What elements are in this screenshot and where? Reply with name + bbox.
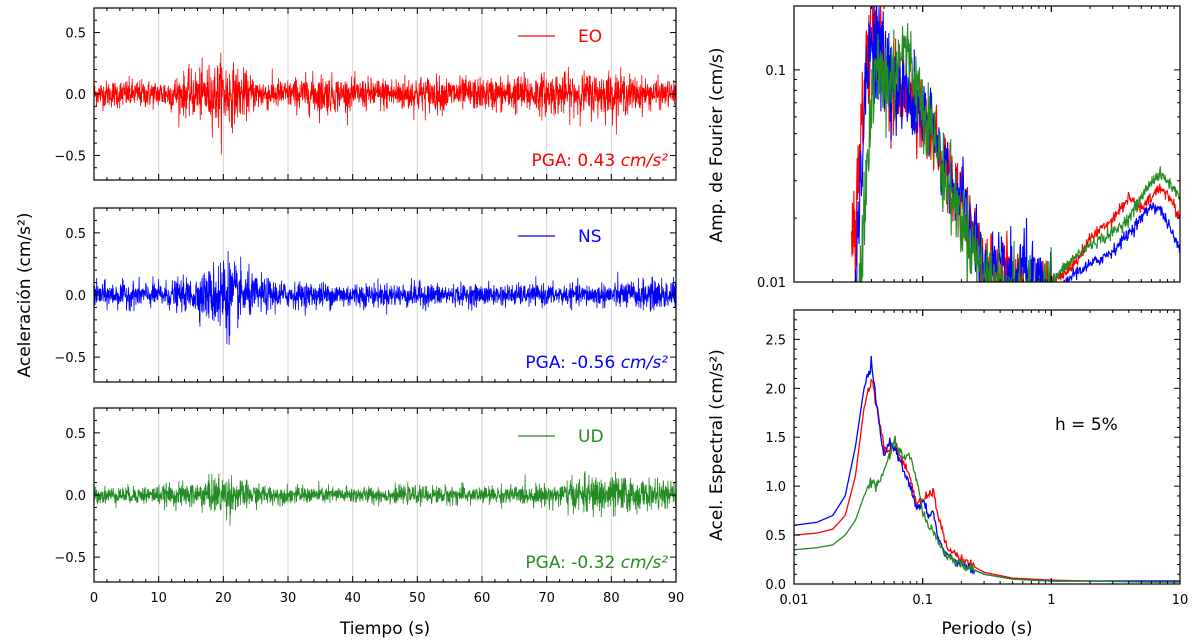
x-tick-label: 80 [603, 591, 620, 606]
pga-label-eo: PGA: 0.43 cm/s² [532, 151, 669, 171]
x-tick-label: 70 [538, 591, 555, 606]
spectral-series-ns [793, 355, 1180, 582]
x-tick-label: 10 [150, 591, 167, 606]
panel-acceleration-ns: NS PGA: -0.56 cm/s² −0.5 0.0 0.5 [54, 207, 677, 383]
y-tick-label: 2.5 [765, 333, 786, 348]
y-tick-label: 0.0 [765, 578, 786, 593]
x-axis-title-period: Periodo (s) [942, 619, 1033, 639]
x-tick-label: 90 [668, 591, 685, 606]
y-axis-title-spectral: Acel. Espectral (cm/s²) [707, 349, 727, 541]
x-axis-title-time: Tiempo (s) [339, 619, 430, 639]
axes-frame-fourier [793, 5, 1181, 283]
panel-fourier-amplitude: 0.01 0.1 [757, 5, 1181, 291]
y-tick-label: 0.0 [65, 289, 86, 304]
x-tick-label: 0 [90, 591, 98, 606]
y-axis-title-acceleration: Aceleración (cm/s²) [15, 213, 35, 378]
y-tick-label: 0.0 [65, 489, 86, 504]
spectral-series-ud [793, 435, 1180, 583]
y-axis-title-fourier: Amp. de Fourier (cm/s) [707, 47, 727, 242]
y-tick-label: 0.01 [757, 276, 786, 291]
y-tick-label: 0.5 [65, 227, 86, 242]
pga-label-ud: PGA: -0.32 cm/s² [525, 553, 668, 573]
panel-acceleration-eo: EO PGA: 0.43 cm/s² −0.5 0.0 0.5 [54, 7, 677, 181]
series-eo-trace [93, 52, 677, 155]
y-tick-label: −0.5 [54, 351, 86, 366]
series-ud-trace [93, 471, 677, 526]
y-tick-label: 1.5 [765, 431, 786, 446]
pga-label-ns: PGA: -0.56 cm/s² [525, 353, 668, 373]
y-tick-label: −0.5 [54, 551, 86, 566]
fourier-series-ud [858, 23, 1180, 282]
x-tick-label: 50 [409, 591, 426, 606]
x-tick-label: 0.1 [912, 593, 933, 608]
legend-label-ns: NS [578, 227, 602, 247]
y-tick-label: 0.0 [65, 88, 86, 103]
legend-label-ud: UD [578, 427, 604, 447]
damping-annotation: h = 5% [1055, 415, 1118, 435]
x-tick-label: 60 [474, 591, 491, 606]
spectral-series-eo [793, 378, 1180, 582]
y-tick-label: 0.5 [65, 27, 86, 42]
y-tick-label: −0.5 [54, 149, 86, 164]
fourier-series-ns [854, 6, 1180, 282]
y-tick-label: 0.5 [65, 427, 86, 442]
y-tick-label: 0.1 [765, 64, 786, 79]
y-tick-label: 1.0 [765, 480, 786, 495]
series-ns-trace [93, 251, 677, 345]
x-tick-label: 40 [344, 591, 361, 606]
y-tick-label: 2.0 [765, 382, 786, 397]
x-tick-label: 10 [1172, 593, 1189, 608]
x-tick-label: 0.01 [780, 593, 809, 608]
fourier-series-eo [850, 6, 1180, 282]
panel-spectral-acceleration: 0.01 0.1 1 10 0.0 0.5 1.0 1.5 2.0 2.5 h = 5% [765, 309, 1189, 608]
axes-frame-spectral [793, 309, 1181, 585]
x-tick-label: 30 [280, 591, 297, 606]
legend-label-eo: EO [578, 27, 602, 47]
x-tick-label: 20 [215, 591, 232, 606]
y-tick-label: 0.5 [765, 529, 786, 544]
panel-acceleration-ud: UD PGA: -0.32 cm/s² 0 10 20 30 40 50 60 70 80 90 −… [54, 407, 685, 606]
x-tick-label: 1 [1047, 593, 1055, 608]
